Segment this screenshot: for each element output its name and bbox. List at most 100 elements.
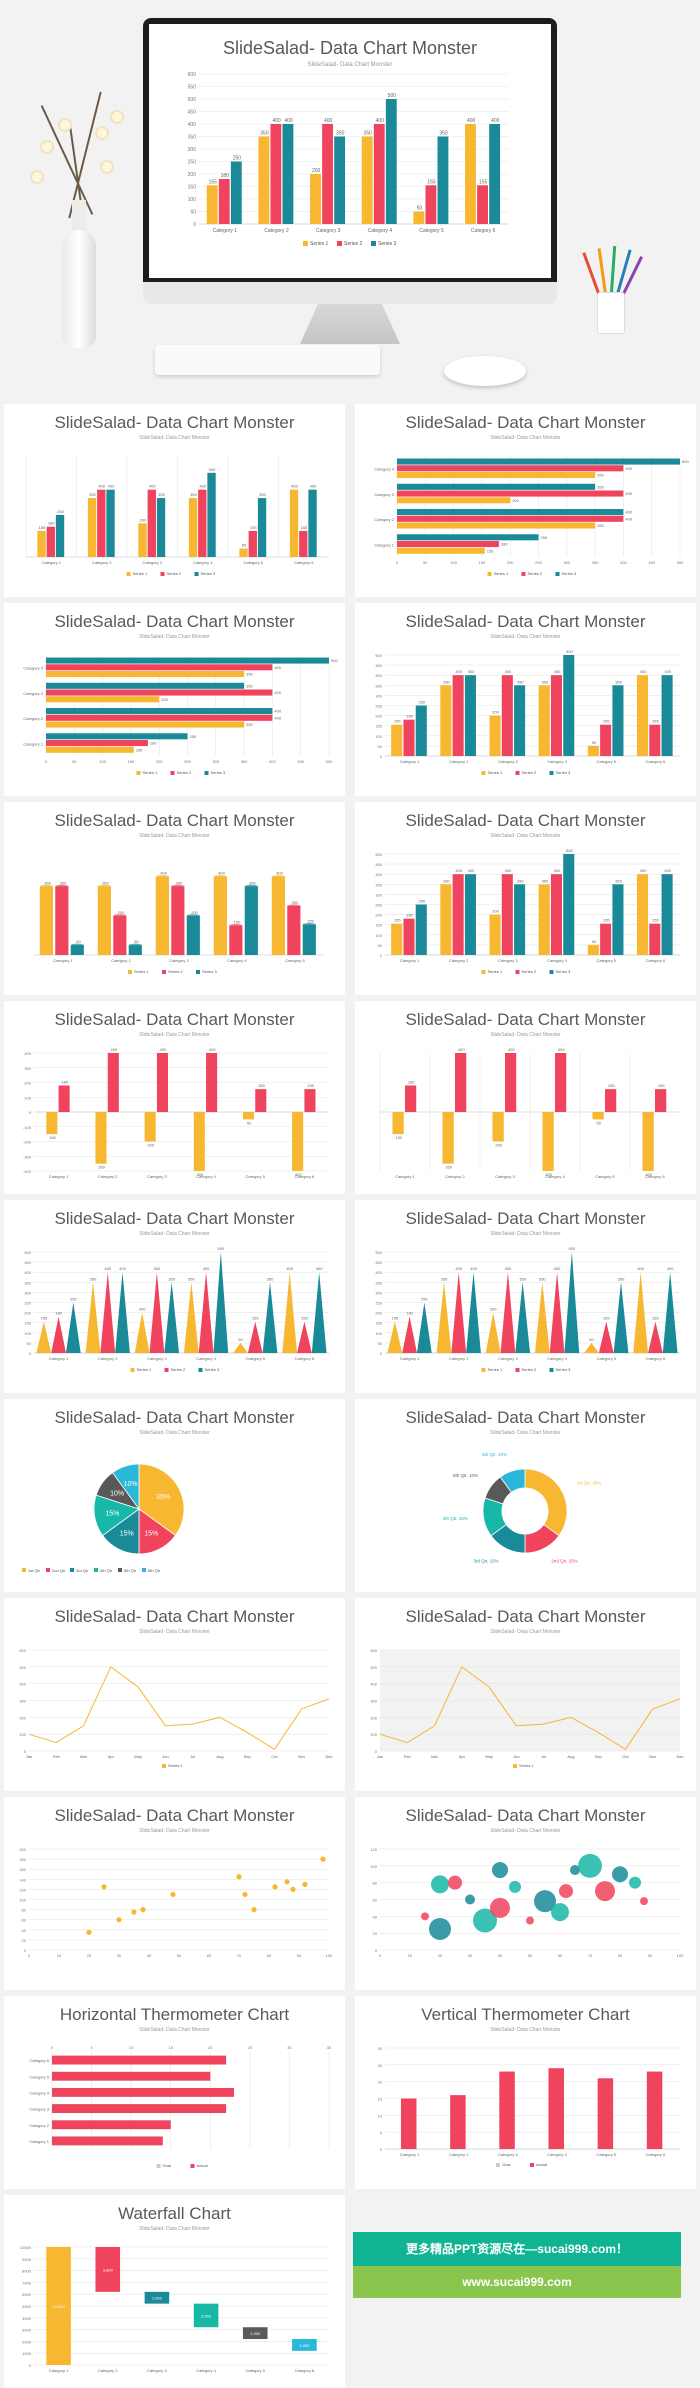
bar-cap xyxy=(229,924,243,928)
bar xyxy=(392,1112,404,1135)
bar xyxy=(550,675,562,756)
bar xyxy=(515,1282,531,1353)
bubble xyxy=(612,1866,628,1883)
y-tick-label: 160 xyxy=(19,1867,26,1872)
y-tick-label: 80 xyxy=(373,1881,378,1886)
y-tick-label: 100 xyxy=(375,1331,382,1336)
chart-svg: 0 5 10 15 20 25 30 Category 1 Category 2 Category… xyxy=(378,2046,680,2167)
promo-banner-1[interactable]: 更多精品PPT资源尽在—sucai999.com！ xyxy=(353,2232,681,2266)
y-tick-label: 500 xyxy=(375,1250,382,1255)
y-tick-label: 400 xyxy=(370,1682,377,1687)
data-label: 2,000 xyxy=(201,2313,212,2318)
y-tick-label: 100 xyxy=(375,933,382,938)
data-label: 150 xyxy=(234,920,241,925)
y-tick-label: 200 xyxy=(188,172,197,178)
bar-cap xyxy=(97,884,111,888)
data-label: 155 xyxy=(258,1083,265,1088)
panel-title: SlideSalad- Data Chart Monster xyxy=(405,1607,646,1626)
x-tick-label: 150 xyxy=(128,759,135,764)
y-tick-label: Category 6 xyxy=(29,2058,49,2063)
chart-svg: 0 100 200 300 400 500 600 Jan Feb Mar Apr May Jun Jul… xyxy=(370,1648,684,1768)
y-tick-label: 500 xyxy=(19,1665,26,1670)
chart-panel-p10: SlideSalad- Data Chart Monster SlideSalad… xyxy=(355,1200,696,1393)
x-tick-label: 70 xyxy=(588,1953,593,1958)
y-tick-label: 150 xyxy=(188,185,197,191)
bar xyxy=(289,489,299,557)
data-label: 155 xyxy=(250,525,257,530)
pie-value-label: 1st Qtr, 35% xyxy=(577,1481,602,1486)
bar xyxy=(46,696,160,703)
bar xyxy=(661,675,673,756)
data-label: 180 xyxy=(48,521,55,526)
data-label: 350 xyxy=(517,878,524,883)
bar xyxy=(149,1272,165,1353)
data-label: 1,000 xyxy=(152,2296,163,2301)
bar xyxy=(440,884,452,955)
x-tick-label: 300 xyxy=(563,560,570,565)
data-label: 350 xyxy=(336,131,345,137)
bar xyxy=(270,124,282,224)
bar xyxy=(164,1282,180,1353)
x-tick-label: Category 1 xyxy=(213,228,238,234)
promo-banner-2[interactable]: www.sucai999.com xyxy=(353,2266,681,2298)
data-label: 400 xyxy=(203,1266,210,1271)
y-tick-label: Category 3 xyxy=(374,492,394,497)
scatter-point xyxy=(302,1881,308,1887)
legend-swatch xyxy=(130,1368,135,1372)
legend-label: 5th Qtr xyxy=(124,1568,137,1573)
bubble xyxy=(492,1862,508,1879)
bubble xyxy=(448,1875,462,1890)
bar xyxy=(514,685,526,756)
bar xyxy=(425,185,437,224)
x-tick-label: 35 xyxy=(327,2045,332,2050)
bar xyxy=(55,886,69,955)
bar-cap xyxy=(271,875,285,879)
y-tick-label: 500 xyxy=(375,852,382,857)
bar xyxy=(403,719,415,756)
y-tick-label: 300 xyxy=(375,693,382,698)
legend-swatch xyxy=(481,970,486,974)
bar xyxy=(58,1085,70,1112)
bar xyxy=(542,1112,554,1171)
bar xyxy=(485,1312,501,1353)
scatter-point xyxy=(236,1874,242,1880)
bubble xyxy=(509,1880,521,1893)
y-tick-label: Category 2 xyxy=(23,716,43,721)
data-label: 350 xyxy=(190,492,197,497)
data-label: 180 xyxy=(55,1311,62,1316)
pie-value-label: 2nd Qtr, 15% xyxy=(551,1559,577,1564)
keyboard xyxy=(155,345,380,375)
data-label: 155 xyxy=(603,918,610,923)
y-tick-label: 120 xyxy=(370,1847,377,1852)
bar xyxy=(302,924,316,955)
panel-subtitle: SlideSalad- Data Chart Monster xyxy=(139,2226,210,2232)
pencil xyxy=(597,248,607,295)
pie-value-label: 35% xyxy=(156,1494,170,1501)
x-tick-label: 40 xyxy=(147,1953,152,1958)
legend-label: Series 1 xyxy=(494,571,509,576)
bar xyxy=(46,746,134,753)
y-tick-label: 40 xyxy=(22,1928,27,1933)
x-tick-label: Category 5 xyxy=(245,1174,265,1179)
data-label: 350 xyxy=(176,880,183,885)
panel-title: SlideSalad- Data Chart Monster xyxy=(405,1408,646,1427)
panel-title: SlideSalad- Data Chart Monster xyxy=(54,612,295,631)
bar xyxy=(106,489,115,557)
data-label: 350 xyxy=(267,1276,274,1281)
bubble xyxy=(421,1912,429,1921)
chart-title: SlideSalad- Data Chart Monster xyxy=(223,38,477,58)
x-tick-label: 20 xyxy=(208,2045,213,2050)
hero-chart: SlideSalad- Data Chart Monster SlideSalad… xyxy=(188,38,509,247)
bar xyxy=(282,124,294,224)
bar xyxy=(113,915,127,955)
y-tick-label: 3000 xyxy=(22,2328,32,2333)
x-tick-label: Category 4 xyxy=(547,2152,567,2157)
chart-svg: -400 -300 -200 -100 0 100 200 300 400 150 180 Categ… xyxy=(23,1047,329,1179)
panel-title: SlideSalad- Data Chart Monster xyxy=(405,1010,646,1029)
legend-label: Series 3 xyxy=(201,571,216,576)
data-label: 150 xyxy=(49,1135,56,1140)
bar xyxy=(397,509,624,516)
y-tick-label: 0 xyxy=(375,1948,378,1953)
bar xyxy=(292,1112,304,1171)
x-tick-label: Category 6 xyxy=(294,560,314,565)
